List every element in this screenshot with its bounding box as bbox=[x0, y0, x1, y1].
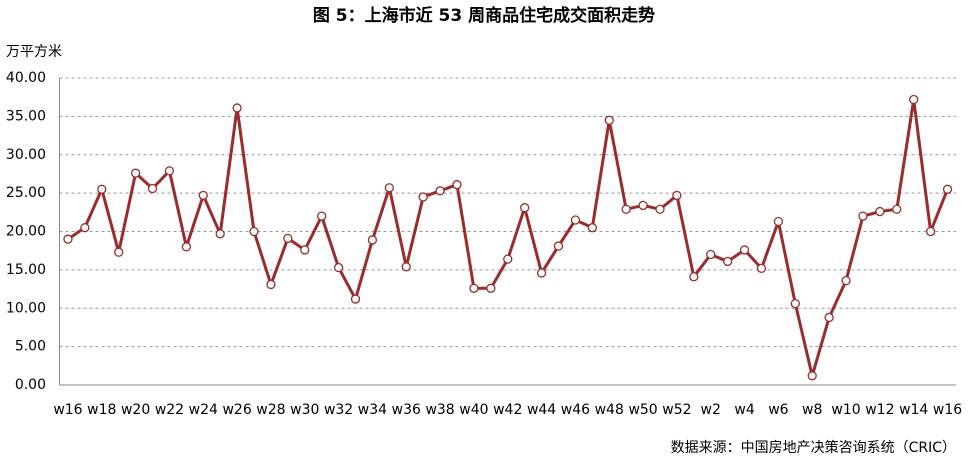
x-tick-label: w40 bbox=[459, 402, 488, 418]
y-tick-label: 5.00 bbox=[15, 339, 46, 355]
x-tick-label: w26 bbox=[222, 402, 251, 418]
data-point bbox=[198, 190, 208, 201]
data-point bbox=[604, 115, 614, 125]
data-point bbox=[892, 204, 902, 214]
x-tick-label: w6 bbox=[768, 402, 788, 418]
y-tick-label: 10.00 bbox=[6, 300, 46, 316]
data-point bbox=[401, 262, 411, 272]
data-point bbox=[283, 233, 293, 244]
data-point bbox=[147, 183, 158, 194]
data-point bbox=[536, 268, 547, 278]
x-tick-label: w34 bbox=[358, 402, 387, 418]
data-point bbox=[553, 241, 564, 251]
data-point bbox=[672, 190, 682, 201]
chart-title: 图 5：上海市近 53 周商品住宅成交面积走势 bbox=[313, 5, 655, 26]
y-axis-label: 万平方米 bbox=[6, 44, 62, 60]
data-point bbox=[367, 235, 378, 245]
x-tick-label: w18 bbox=[87, 402, 116, 418]
x-tick-label: w48 bbox=[595, 402, 624, 418]
x-tick-label: w16 bbox=[933, 402, 962, 418]
x-tick-label: w38 bbox=[425, 402, 454, 418]
x-tick-label: w46 bbox=[561, 402, 590, 418]
data-point bbox=[317, 211, 327, 221]
data-point bbox=[790, 298, 800, 309]
data-point bbox=[435, 186, 445, 196]
x-tick-label: w24 bbox=[189, 402, 218, 418]
line-series bbox=[67, 97, 949, 378]
x-tick-label: w32 bbox=[324, 402, 353, 418]
data-point bbox=[503, 254, 513, 264]
data-point bbox=[520, 203, 530, 213]
x-tick-label: w16 bbox=[53, 402, 82, 418]
data-point bbox=[858, 211, 868, 221]
y-tick-label: 40.00 bbox=[6, 70, 46, 86]
source-note: 数据来源：中国房地产决策咨询系统（CRIC） bbox=[671, 439, 956, 456]
data-point bbox=[215, 229, 225, 239]
data-point bbox=[638, 200, 648, 211]
x-tick-label: w12 bbox=[865, 402, 894, 418]
data-point bbox=[114, 247, 124, 257]
data-point bbox=[722, 256, 733, 267]
data-point bbox=[418, 192, 428, 202]
x-tick-label: w42 bbox=[493, 402, 522, 418]
x-tick-label: w52 bbox=[662, 402, 691, 418]
y-tick-label: 0.00 bbox=[15, 377, 46, 393]
x-tick-label: w22 bbox=[155, 402, 184, 418]
x-tick-label: w28 bbox=[256, 402, 285, 418]
data-point bbox=[232, 103, 242, 113]
data-point bbox=[706, 249, 716, 260]
data-point bbox=[63, 234, 73, 244]
data-point bbox=[739, 245, 750, 255]
y-tick-label: 35.00 bbox=[6, 108, 46, 124]
y-tick-label: 20.00 bbox=[6, 224, 46, 240]
data-point bbox=[266, 279, 276, 290]
x-tick-label: w8 bbox=[802, 402, 822, 418]
x-tick-label: w50 bbox=[628, 402, 657, 418]
data-point bbox=[621, 204, 631, 214]
data-point bbox=[469, 283, 479, 293]
data-point bbox=[164, 166, 175, 176]
data-point bbox=[841, 275, 851, 286]
data-point bbox=[350, 294, 361, 304]
data-point bbox=[925, 226, 936, 237]
x-tick-label: w2 bbox=[701, 402, 721, 418]
data-point bbox=[655, 204, 665, 214]
data-point bbox=[486, 283, 496, 293]
y-tick-label: 30.00 bbox=[6, 147, 46, 163]
data-point bbox=[249, 226, 259, 237]
data-point bbox=[300, 245, 310, 255]
data-point bbox=[384, 183, 394, 193]
data-point bbox=[689, 272, 699, 282]
data-point bbox=[807, 371, 817, 381]
x-tick-label: w10 bbox=[831, 402, 860, 418]
x-tick-label: w4 bbox=[734, 402, 754, 418]
x-tick-label: w14 bbox=[899, 402, 928, 418]
data-point bbox=[97, 184, 107, 194]
data-point bbox=[909, 94, 919, 105]
y-tick-label: 15.00 bbox=[6, 262, 46, 278]
data-point bbox=[942, 184, 953, 194]
data-point bbox=[130, 168, 141, 178]
data-point bbox=[181, 242, 192, 252]
data-point bbox=[824, 312, 834, 323]
data-point bbox=[570, 215, 581, 225]
data-point bbox=[452, 180, 462, 190]
data-point bbox=[773, 216, 784, 227]
x-tick-label: w36 bbox=[392, 402, 421, 418]
x-tick-label: w20 bbox=[121, 402, 150, 418]
x-tick-label: w30 bbox=[290, 402, 319, 418]
data-point bbox=[875, 206, 885, 217]
data-point bbox=[80, 223, 90, 233]
data-point bbox=[333, 262, 344, 273]
y-tick-label: 25.00 bbox=[6, 185, 46, 201]
data-point bbox=[587, 223, 597, 233]
x-tick-label: w44 bbox=[527, 402, 556, 418]
data-point bbox=[756, 263, 767, 273]
